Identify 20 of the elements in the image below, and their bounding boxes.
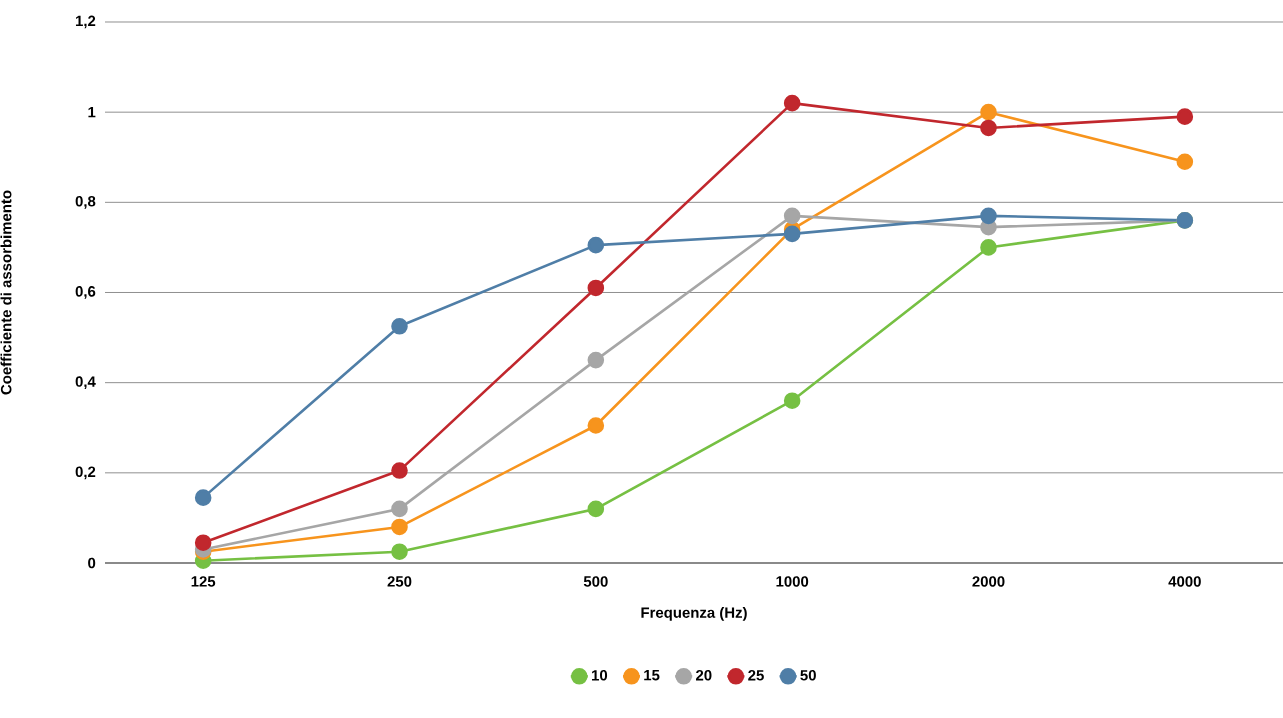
y-tick-label: 1 [88, 107, 96, 118]
y-tick-label: 0,2 [75, 466, 96, 480]
x-tick-label: 4000 [1168, 576, 1201, 587]
x-tick-label: 250 [387, 576, 412, 587]
y-tick-label: 0 [88, 557, 96, 569]
x-tick-label: 500 [583, 576, 608, 587]
x-tick-label: 125 [191, 576, 216, 587]
y-tick-label: 0,4 [75, 376, 96, 390]
legend-label: 50 [800, 669, 816, 681]
x-axis-title: Frequenza (Hz) [641, 606, 747, 621]
legend-label: 20 [696, 669, 712, 681]
y-tick-label: 1,2 [75, 15, 96, 29]
y-tick-label: 0,8 [75, 195, 96, 209]
legend-label: 10 [592, 669, 608, 681]
x-tick-label: 1000 [776, 576, 809, 587]
y-tick-label: 0,6 [75, 286, 96, 299]
y-axis-title: Coefficiente di assorbimento [0, 190, 12, 395]
x-tick-label: 2000 [972, 576, 1005, 587]
legend-label: 25 [748, 669, 764, 681]
legend-label: 15 [644, 670, 660, 681]
